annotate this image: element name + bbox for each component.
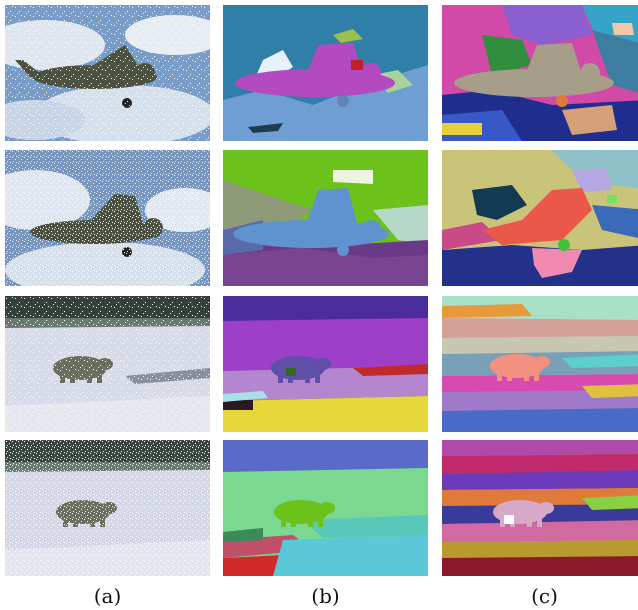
noisy-polar-bear-photo-2 <box>5 440 210 576</box>
noisy-airplane-photo-2 <box>5 150 210 286</box>
segmentation-b-polar-bear-2 <box>223 440 428 576</box>
noisy-airplane-photo-1 <box>5 5 210 141</box>
segmentation-b-polar-bear-1 <box>223 296 428 432</box>
segmentation-c-polar-bear-2 <box>442 440 638 576</box>
caption-c: (c) <box>531 584 558 608</box>
segmentation-c-airplane-1 <box>442 5 638 141</box>
segmentation-c-polar-bear-1 <box>442 296 638 432</box>
segmentation-c-airplane-2 <box>442 150 638 286</box>
caption-b: (b) <box>311 584 340 608</box>
segmentation-b-airplane-1 <box>223 5 428 141</box>
noisy-polar-bear-photo-1 <box>5 296 210 432</box>
caption-a: (a) <box>93 584 122 608</box>
segmentation-b-airplane-2 <box>223 150 428 286</box>
